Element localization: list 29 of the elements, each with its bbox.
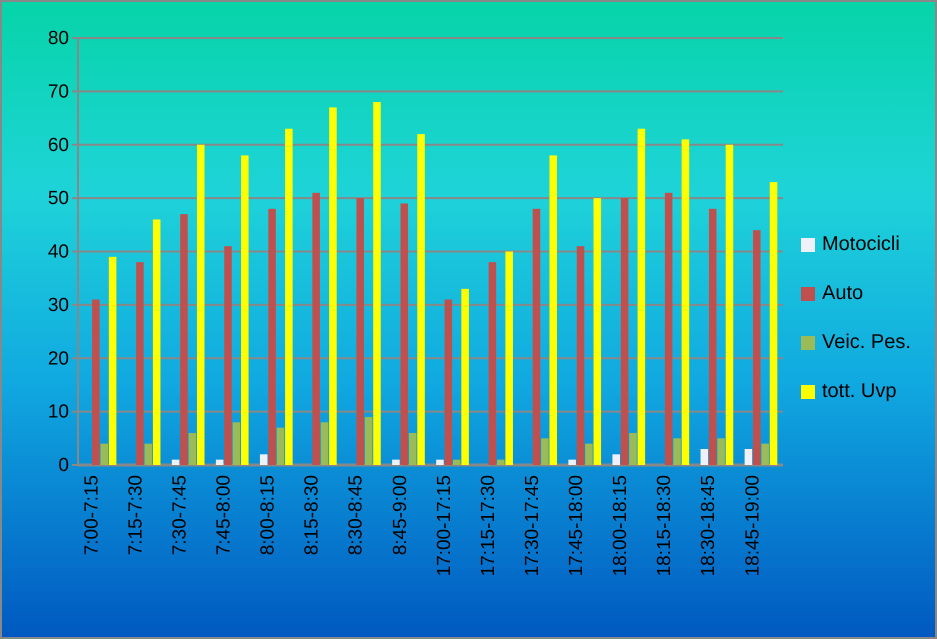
x-tick-label: 17:15-17:30 (478, 475, 499, 576)
y-tick-label: 60 (48, 134, 69, 156)
y-tick-label: 80 (48, 28, 69, 50)
x-tick-label: 8:45-9:00 (390, 475, 411, 556)
legend-label: Motocicli (822, 233, 900, 255)
x-tick-label: 18:30-18:45 (698, 475, 720, 576)
x-tick-label: 7:00-7:15 (81, 475, 102, 556)
x-tick-label: 17:30-17:45 (522, 475, 543, 576)
legend-label: Auto (822, 282, 864, 304)
y-tick-label: 50 (48, 188, 69, 210)
x-tick-label: 7:30-7:45 (169, 475, 190, 556)
y-tick-label: 70 (48, 81, 69, 102)
legend-label: Veic. Pes. (822, 331, 911, 353)
legend-label: tott. Uvp (822, 380, 896, 402)
x-tick-label: 17:00-17:15 (434, 475, 455, 576)
y-tick-label: 40 (48, 242, 69, 263)
y-tick-label: 0 (58, 455, 69, 476)
x-tick-label: 18:00-18:15 (610, 475, 632, 576)
x-tick-label: 8:00-8:15 (258, 475, 279, 556)
y-tick-label: 10 (48, 402, 69, 423)
x-tick-label: 18:45-19:00 (742, 475, 764, 576)
x-tick-label: 7:45-8:00 (214, 475, 235, 556)
x-tick-label: 7:15-7:30 (125, 475, 146, 556)
x-tick-label: 18:15-18:30 (654, 475, 676, 576)
x-tick-label: 8:15-8:30 (302, 475, 323, 556)
y-tick-label: 30 (48, 294, 69, 316)
x-tick-label: 17:45-18:00 (566, 475, 588, 576)
x-tick-label: 8:30-8:45 (346, 475, 367, 556)
y-tick-label: 20 (48, 348, 69, 370)
